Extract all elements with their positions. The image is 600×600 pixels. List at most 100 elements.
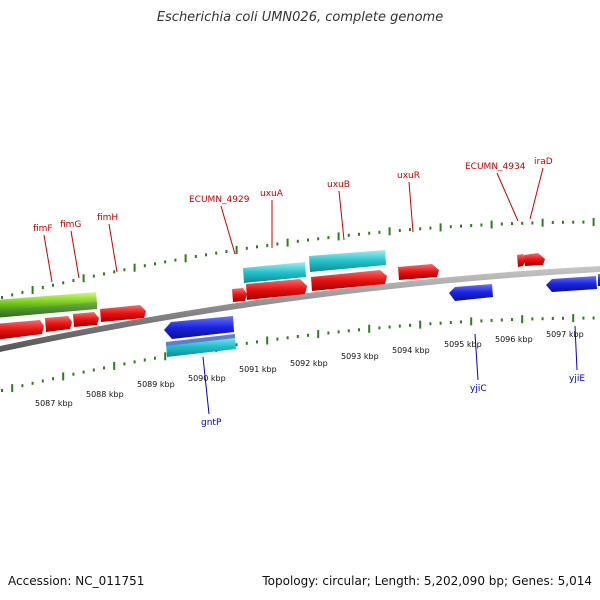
iraD-label: iraD	[534, 157, 553, 167]
minor-tick	[337, 330, 340, 334]
minor-tick	[398, 229, 401, 232]
uxuR-gene[interactable]	[398, 264, 439, 280]
minor-tick	[256, 245, 258, 249]
uxuB-label: uxuB	[327, 180, 350, 190]
minor-tick	[490, 318, 493, 322]
minor-tick	[174, 258, 177, 262]
minor-tick	[480, 223, 483, 227]
minor-tick	[72, 279, 75, 282]
minor-tick	[347, 329, 350, 333]
minor-tick	[409, 323, 411, 327]
genome-title: Escherichia coli UMN026, complete genome	[156, 10, 444, 25]
kbp-label: 5094 kbp	[392, 346, 430, 355]
minor-tick	[31, 381, 34, 385]
kbp-label: 5095 kbp	[444, 340, 482, 349]
minor-tick	[592, 316, 595, 320]
minor-tick	[164, 260, 167, 264]
minor-tick	[511, 318, 513, 322]
major-tick	[286, 238, 289, 247]
minor-tick	[41, 379, 44, 383]
iraD-gene[interactable]	[524, 253, 545, 266]
minor-tick	[235, 343, 238, 347]
major-tick	[31, 286, 34, 294]
minor-tick	[123, 362, 126, 366]
fimH-callout	[108, 223, 118, 273]
yjiC-callout	[474, 333, 479, 381]
fim-green-feature[interactable]	[0, 292, 97, 312]
major-tick	[592, 218, 595, 226]
gntP-upper-stripe[interactable]	[166, 334, 235, 346]
uxuB-cyan-feature[interactable]	[309, 250, 386, 272]
minor-tick	[317, 237, 320, 241]
fim-green-feature-lower[interactable]	[0, 302, 97, 318]
minor-tick	[378, 230, 381, 234]
minor-tick	[449, 225, 452, 229]
minor-tick	[113, 270, 116, 274]
minor-tick	[419, 227, 422, 231]
minor-tick	[521, 221, 524, 225]
minor-tick	[572, 220, 575, 224]
minor-tick	[358, 328, 360, 332]
major-tick	[490, 220, 493, 229]
uxuB-gene[interactable]	[311, 270, 387, 291]
kbp-label: 5092 kbp	[290, 359, 328, 368]
kbp-labels: 5087 kbp 5088 kbp 5089 kbp 5090 kbp 5091…	[35, 330, 584, 408]
minor-tick	[307, 238, 309, 242]
minor-tick	[460, 224, 462, 228]
major-tick	[133, 263, 136, 272]
kbp-label: 5091 kbp	[239, 365, 277, 374]
minor-tick	[276, 337, 279, 341]
minor-tick	[388, 325, 391, 329]
fimG-gene[interactable]	[73, 312, 99, 327]
forward-strand-features	[0, 250, 545, 340]
minor-tick	[296, 335, 299, 338]
minor-tick	[123, 268, 126, 272]
minor-tick	[378, 326, 381, 330]
minor-tick	[307, 333, 309, 337]
minor-tick	[358, 232, 360, 236]
minor-tick	[103, 366, 105, 370]
fim-operon-gene[interactable]	[0, 320, 44, 340]
minor-tick	[154, 356, 156, 360]
major-tick	[62, 372, 65, 381]
uxuR-label: uxuR	[397, 171, 420, 181]
minor-tick	[82, 370, 85, 374]
uxuA-cyan-feature[interactable]	[243, 262, 306, 283]
minor-tick	[562, 220, 564, 224]
uxuA-label: uxuA	[260, 189, 284, 199]
ECUMN_4934-label: ECUMN_4934	[465, 162, 526, 172]
ECUMN_4929-gene[interactable]	[232, 288, 247, 302]
minor-tick	[103, 272, 105, 276]
minor-tick	[582, 220, 585, 224]
minor-tick	[286, 336, 289, 340]
outer-tick-ring	[1, 218, 595, 299]
fimH-gene[interactable]	[100, 305, 146, 322]
minor-tick	[143, 264, 146, 268]
ECUMN_4929-label: ECUMN_4929	[189, 195, 250, 205]
ECUMN_4934-gene[interactable]	[517, 254, 526, 267]
minor-tick	[143, 358, 146, 362]
topology-text: Topology: circular; Length: 5,202,090 bp…	[262, 574, 592, 588]
yjiE-gene[interactable]	[546, 276, 597, 292]
minor-tick	[256, 340, 258, 344]
minor-tick	[551, 317, 554, 320]
gntP-cyan-feature[interactable]	[166, 335, 236, 357]
gntP-gene[interactable]	[164, 316, 234, 339]
kbp-label: 5089 kbp	[137, 380, 175, 389]
yjiC-gene[interactable]	[449, 284, 493, 301]
minor-tick	[266, 243, 269, 247]
major-tick	[337, 232, 340, 241]
fimF-gene[interactable]	[45, 316, 72, 332]
minor-tick	[562, 316, 564, 320]
minor-tick	[245, 246, 248, 250]
fimG-label: fimG	[60, 220, 81, 230]
minor-tick	[245, 341, 248, 345]
minor-tick	[92, 368, 95, 372]
reverse-gene-labels	[202, 325, 578, 415]
uxuA-gene[interactable]	[246, 279, 307, 300]
minor-tick	[62, 281, 65, 285]
minor-tick	[41, 286, 44, 289]
iraD-callout	[529, 167, 544, 220]
minor-tick	[1, 389, 3, 392]
